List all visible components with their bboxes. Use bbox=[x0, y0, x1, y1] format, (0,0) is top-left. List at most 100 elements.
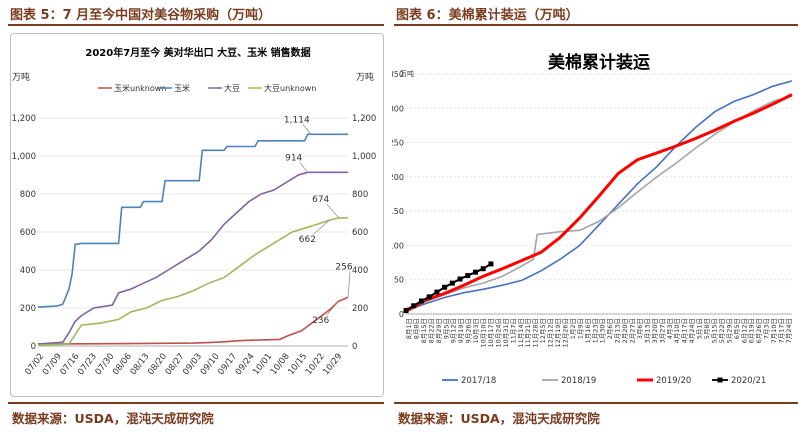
x-tick-label: 9月5日 bbox=[442, 318, 450, 339]
x-tick-label: 7月24日 bbox=[785, 318, 793, 343]
series-line bbox=[405, 93, 793, 313]
y-axis-unit-right: 万吨 bbox=[356, 71, 374, 83]
y-tick-label-left: 1,000 bbox=[12, 152, 36, 162]
y-tick-label: 50 bbox=[394, 276, 404, 285]
legend-label: 玉米 bbox=[174, 83, 190, 93]
x-tick-label: 6月5日 bbox=[733, 318, 741, 339]
series-line bbox=[405, 95, 793, 310]
y-tick-label-right: 600 bbox=[352, 228, 368, 238]
series-marker bbox=[457, 276, 463, 282]
y-tick-label: 300 bbox=[392, 104, 404, 113]
x-tick-label: 5月8日 bbox=[703, 318, 711, 339]
x-tick-label: 1月30日 bbox=[599, 318, 607, 343]
x-tick-label: 10月24日 bbox=[494, 318, 502, 348]
x-tick-label: 2月20日 bbox=[621, 318, 629, 343]
y-tick-label-left: 1,200 bbox=[12, 114, 36, 124]
series-line bbox=[37, 296, 349, 345]
legend-label: 2018/19 bbox=[561, 376, 596, 386]
x-tick-label: 8月8日 bbox=[412, 318, 420, 339]
data-label: 662 bbox=[299, 235, 316, 245]
series-marker bbox=[418, 298, 424, 304]
x-tick-label: 6月19日 bbox=[748, 318, 756, 343]
y-tick-label-left: 200 bbox=[20, 304, 36, 314]
x-tick-label: 3月27日 bbox=[658, 318, 666, 343]
x-tick-label: 2月13日 bbox=[614, 318, 622, 343]
series-marker bbox=[465, 273, 471, 279]
legend-marker bbox=[717, 377, 723, 383]
x-tick-label: 12月26日 bbox=[561, 318, 569, 348]
legend-label: 2019/20 bbox=[656, 376, 691, 386]
y-tick-label: 250 bbox=[392, 139, 404, 148]
y-tick-label-right: 1,200 bbox=[352, 114, 376, 124]
x-tick-label: 2月6日 bbox=[606, 318, 614, 339]
x-tick-label: 6月12日 bbox=[740, 318, 748, 343]
y-tick-label-right: 1,000 bbox=[352, 152, 376, 162]
data-label: 914 bbox=[285, 153, 302, 163]
right-figure-caption: 图表 6：美棉累计装运（万吨） bbox=[396, 8, 579, 23]
series-marker bbox=[472, 269, 478, 275]
chart-title: 美棉累计装运 bbox=[548, 52, 650, 73]
x-tick-label: 9月26日 bbox=[465, 318, 473, 343]
x-tick-label: 12月5日 bbox=[539, 318, 547, 343]
annotation-leader bbox=[313, 219, 330, 235]
x-tick-label: 11月28日 bbox=[532, 318, 540, 348]
right-top-rule bbox=[394, 24, 798, 26]
x-tick-label: 4月3日 bbox=[666, 318, 674, 339]
x-tick-label: 3月13日 bbox=[643, 318, 651, 343]
annotation-leader bbox=[326, 203, 339, 219]
left-chart-frame bbox=[10, 33, 384, 397]
left-top-rule bbox=[8, 24, 384, 26]
y-tick-label-left: 0 bbox=[31, 342, 36, 352]
x-tick-label: 8月29日 bbox=[435, 318, 443, 343]
left-bottom-rule bbox=[8, 402, 384, 404]
series-marker bbox=[403, 308, 409, 314]
x-tick-label: 10月17日 bbox=[487, 318, 495, 348]
chart-title: 2020年7月至今 美对华出口 大豆、玉米 销售数据 bbox=[85, 46, 310, 59]
legend-label: 大豆 bbox=[224, 83, 240, 93]
data-label: 236 bbox=[312, 316, 329, 326]
x-tick-label: 11月21日 bbox=[524, 318, 532, 348]
series-line bbox=[37, 171, 348, 345]
series-marker bbox=[488, 261, 494, 267]
x-tick-label: 2月27日 bbox=[629, 318, 637, 343]
x-tick-label: 12月12日 bbox=[547, 318, 555, 348]
y-tick-label-right: 0 bbox=[352, 342, 357, 352]
y-tick-label: 200 bbox=[392, 173, 404, 182]
series-marker bbox=[411, 303, 417, 309]
y-tick-label-left: 400 bbox=[20, 266, 36, 276]
series-line bbox=[37, 133, 348, 308]
x-tick-label: 1月9日 bbox=[576, 318, 584, 339]
series-marker bbox=[426, 294, 432, 300]
data-label: 256 bbox=[335, 262, 352, 272]
annotation-leader bbox=[347, 271, 351, 298]
x-tick-label: 7月3日 bbox=[763, 318, 771, 339]
y-tick-label-right: 800 bbox=[352, 190, 368, 200]
series-marker bbox=[442, 284, 448, 290]
y-tick-label: 0 bbox=[399, 310, 404, 319]
legend-label: 2017/18 bbox=[461, 376, 496, 386]
x-tick-label: 11月14日 bbox=[517, 318, 525, 348]
y-tick-label: 150 bbox=[392, 207, 404, 216]
x-tick-label: 8月1日 bbox=[405, 318, 413, 339]
legend-label: 玉米unknown bbox=[114, 83, 166, 93]
x-tick-label: 5月22日 bbox=[718, 318, 726, 343]
x-tick-label: 8月22日 bbox=[427, 318, 435, 343]
x-tick-label: 5月29日 bbox=[725, 318, 733, 343]
y-tick-label-left: 800 bbox=[20, 190, 36, 200]
legend-label: 2020/21 bbox=[731, 376, 766, 386]
x-tick-label: 1月2日 bbox=[569, 318, 577, 339]
x-tick-label: 5月1日 bbox=[696, 318, 704, 339]
left-figure-caption: 图表 5：7 月至今中国对美谷物采购（万吨） bbox=[10, 8, 272, 23]
legend-label: 大豆unknown bbox=[264, 83, 316, 93]
x-tick-label: 8月15日 bbox=[420, 318, 428, 343]
right-bottom-rule bbox=[394, 402, 798, 404]
x-tick-label: 10/29 bbox=[321, 352, 344, 377]
x-tick-label: 4月17日 bbox=[681, 318, 689, 343]
series-marker bbox=[449, 280, 455, 286]
y-tick-label: 100 bbox=[392, 241, 404, 250]
right-source-note: 数据来源：USDA，混沌天成研究院 bbox=[398, 411, 600, 426]
x-tick-label: 10月3日 bbox=[472, 318, 480, 343]
